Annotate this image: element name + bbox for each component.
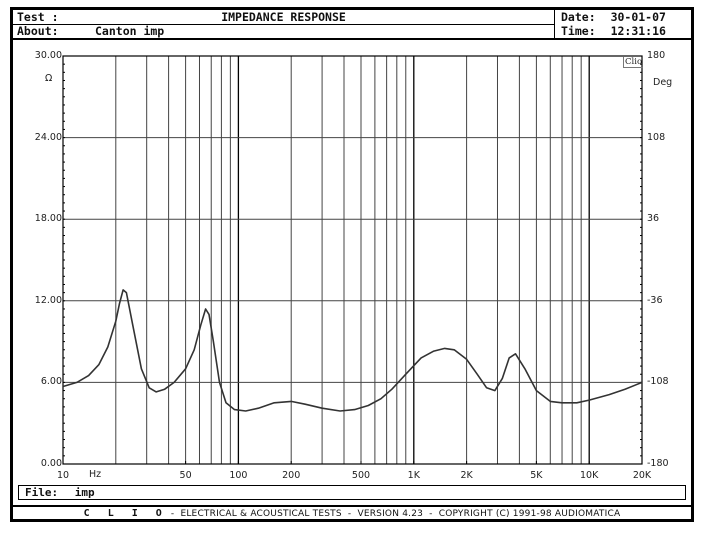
header: Test : IMPEDANCE RESPONSE About: Canton … bbox=[13, 10, 691, 40]
x-tick-label: 50 bbox=[179, 470, 192, 481]
test-label: Test : bbox=[17, 10, 59, 24]
about-value: Canton imp bbox=[95, 24, 165, 38]
impedance-curve bbox=[62, 289, 643, 412]
y-tick-label: 0.00 bbox=[40, 458, 62, 469]
x-tick-label: 10K bbox=[580, 470, 599, 481]
time-field: Time: 12:31:16 bbox=[561, 24, 666, 38]
footer-text: - ELECTRICAL & ACOUSTICAL TESTS - VERSIO… bbox=[167, 509, 621, 519]
axis-ticks bbox=[62, 55, 643, 465]
x-tick-label: 200 bbox=[282, 470, 301, 481]
y-tick-label: 6.00 bbox=[40, 376, 62, 388]
window-frame bbox=[10, 7, 694, 522]
x-tick-label: 100 bbox=[229, 470, 248, 481]
header-row-about: About: Canton imp bbox=[13, 24, 554, 38]
y-tick-label: 12.00 bbox=[34, 294, 62, 306]
y2-tick-label: 36 bbox=[647, 213, 660, 225]
footer-bar: C L I O - ELECTRICAL & ACOUSTICAL TESTS … bbox=[13, 505, 691, 521]
x-tick-label: 20K bbox=[632, 470, 652, 481]
x-tick-label: 10 bbox=[56, 470, 70, 481]
date-label: Date: bbox=[561, 10, 596, 24]
y-tick-label: 18.00 bbox=[34, 213, 62, 225]
file-bar: File: imp bbox=[18, 485, 686, 500]
x-unit-label: Hz bbox=[89, 469, 102, 480]
file-value: imp bbox=[74, 486, 95, 499]
right-unit-label: Deg bbox=[653, 77, 673, 88]
y-tick-label: 24.00 bbox=[34, 131, 62, 143]
left-unit-label: Ω bbox=[45, 73, 53, 84]
date-field: Date: 30-01-07 bbox=[561, 10, 666, 24]
header-row-test: Test : IMPEDANCE RESPONSE bbox=[13, 10, 554, 25]
y2-tick-label: -108 bbox=[647, 376, 669, 388]
plot-border bbox=[62, 55, 643, 465]
plot-grid bbox=[63, 56, 642, 464]
about-label: About: bbox=[17, 24, 59, 38]
x-tick-label: 2K bbox=[460, 470, 473, 481]
header-divider bbox=[554, 10, 555, 38]
x-tick-label: 5K bbox=[530, 470, 543, 481]
clio-corner-tag: Clio bbox=[623, 57, 644, 68]
y-tick-label: 30.00 bbox=[34, 50, 62, 61]
y2-tick-label: 108 bbox=[647, 131, 666, 143]
y2-tick-label: -36 bbox=[647, 294, 663, 306]
brand-label: C L I O bbox=[83, 508, 168, 519]
y2-tick-label: 180 bbox=[647, 50, 666, 61]
chart-title: IMPEDANCE RESPONSE bbox=[221, 10, 346, 24]
file-label: File: bbox=[25, 486, 59, 499]
time-value: 12:31:16 bbox=[610, 24, 666, 38]
time-label: Time: bbox=[561, 24, 596, 38]
date-value: 30-01-07 bbox=[610, 10, 666, 24]
x-tick-label: 1K bbox=[407, 470, 420, 481]
y2-tick-label: -180 bbox=[647, 458, 669, 469]
x-tick-label: 500 bbox=[351, 470, 371, 481]
